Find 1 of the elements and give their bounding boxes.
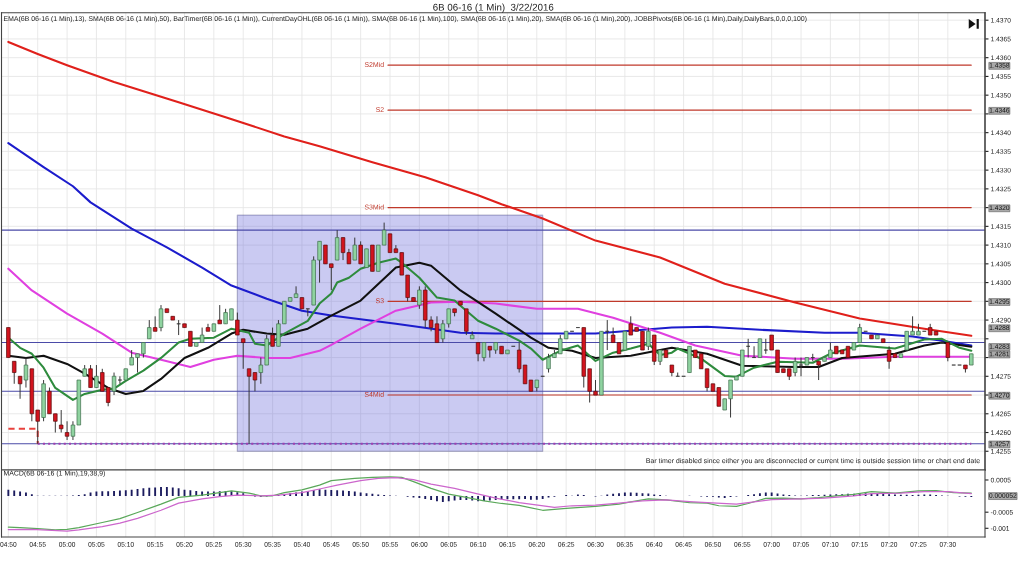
chart-title: 6B 06-16 (1 Min) 3/22/2016 [433,3,554,13]
